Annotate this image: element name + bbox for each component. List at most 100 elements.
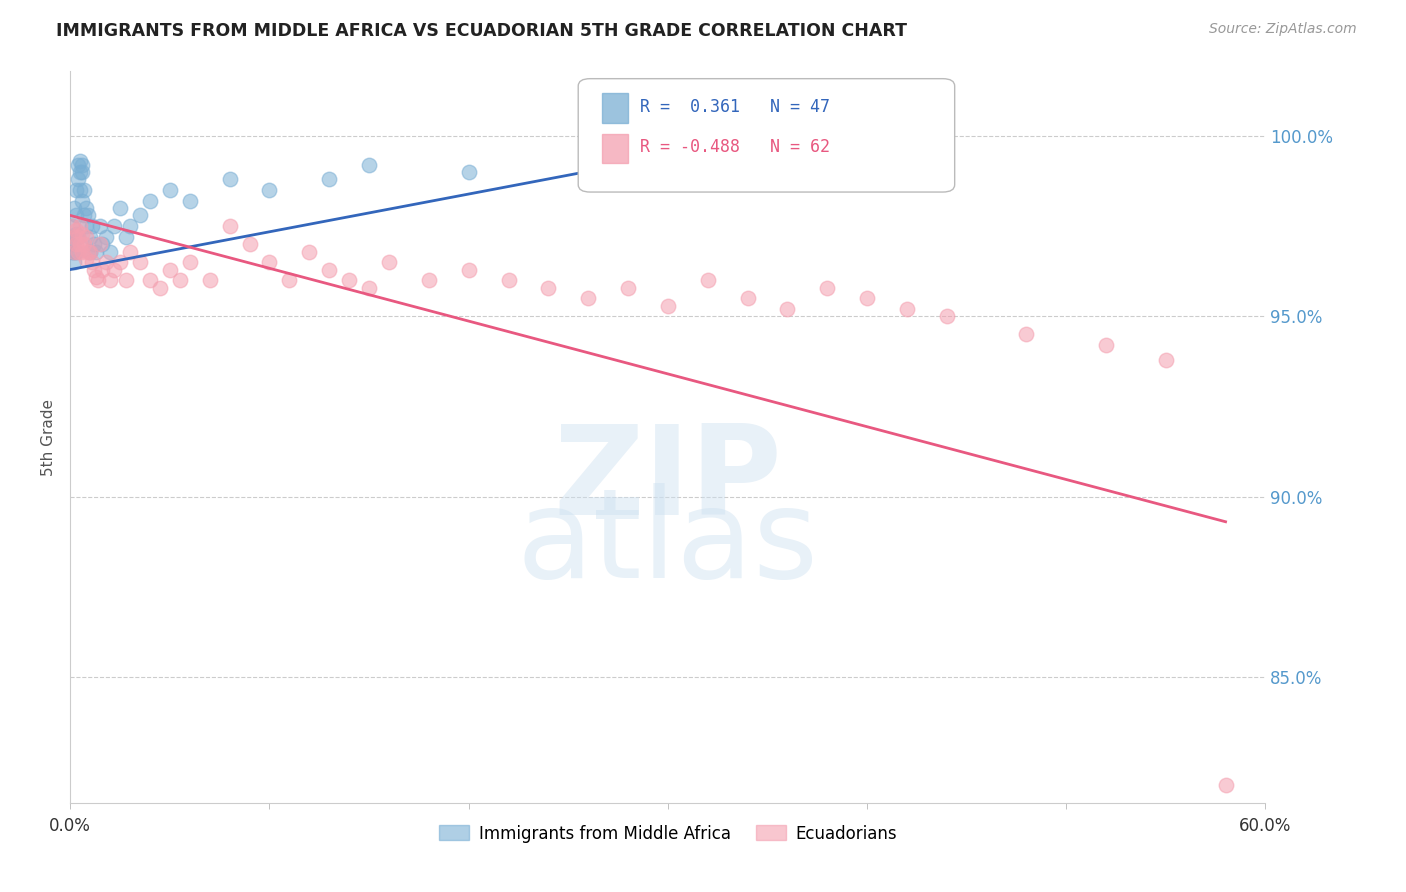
Point <box>1015 327 1038 342</box>
Point <box>337 273 360 287</box>
Point <box>63 201 86 215</box>
Point <box>103 219 125 234</box>
Point <box>218 219 240 234</box>
Point <box>67 158 90 172</box>
Point <box>84 269 107 284</box>
Point <box>70 244 93 259</box>
Point <box>98 273 121 287</box>
Point <box>87 273 110 287</box>
Point <box>696 273 718 287</box>
Point <box>69 219 91 234</box>
Point <box>359 158 381 172</box>
Point <box>108 255 131 269</box>
Point <box>63 244 86 259</box>
Point <box>83 237 105 252</box>
Point <box>65 244 87 259</box>
Point <box>108 201 131 215</box>
Point <box>359 280 381 294</box>
Point <box>65 223 87 237</box>
Point <box>84 244 107 259</box>
Point <box>120 219 141 234</box>
Point <box>60 219 83 234</box>
Point <box>129 255 152 269</box>
Point <box>259 255 281 269</box>
Point <box>79 244 101 259</box>
Point <box>115 273 138 287</box>
Point <box>139 194 162 208</box>
Point <box>169 273 191 287</box>
Point <box>617 280 640 294</box>
Point <box>318 262 340 277</box>
Point <box>278 273 301 287</box>
Point <box>498 273 520 287</box>
Point <box>198 273 221 287</box>
Point <box>179 194 201 208</box>
Point <box>537 280 560 294</box>
Point <box>159 183 181 197</box>
Point <box>418 273 440 287</box>
Point <box>60 219 83 234</box>
Point <box>67 244 90 259</box>
Point <box>69 183 91 197</box>
Point <box>96 230 117 244</box>
Point <box>378 255 401 269</box>
Point <box>737 291 759 305</box>
Point <box>63 230 86 244</box>
Point <box>65 227 87 241</box>
Point <box>239 237 262 252</box>
Point <box>79 244 101 259</box>
Point <box>67 230 90 244</box>
Text: Source: ZipAtlas.com: Source: ZipAtlas.com <box>1209 22 1357 37</box>
Point <box>98 244 121 259</box>
Text: R = -0.488   N = 62: R = -0.488 N = 62 <box>640 138 831 156</box>
Point <box>856 291 879 305</box>
FancyBboxPatch shape <box>602 94 628 122</box>
Point <box>129 209 152 223</box>
Point <box>77 244 100 259</box>
Point <box>259 183 281 197</box>
Point <box>1154 352 1177 367</box>
Point <box>75 252 97 266</box>
Text: atlas: atlas <box>517 483 818 604</box>
Point <box>82 219 104 234</box>
Point <box>70 227 93 241</box>
Point <box>457 165 479 179</box>
Point <box>96 255 117 269</box>
Point <box>70 158 93 172</box>
Point <box>576 291 599 305</box>
Point <box>69 237 91 252</box>
Point <box>935 310 957 324</box>
Point <box>91 237 114 252</box>
Point <box>89 237 111 252</box>
Text: R =  0.361   N = 47: R = 0.361 N = 47 <box>640 98 831 116</box>
Point <box>73 183 96 197</box>
Point <box>67 230 90 244</box>
Point <box>103 262 125 277</box>
Point <box>657 299 679 313</box>
Point <box>75 230 97 244</box>
Point <box>70 165 93 179</box>
Point <box>67 172 90 186</box>
Point <box>65 237 87 252</box>
Point <box>815 280 838 294</box>
Y-axis label: 5th Grade: 5th Grade <box>41 399 56 475</box>
Point <box>120 244 141 259</box>
Point <box>75 201 97 215</box>
Text: ZIP: ZIP <box>554 420 782 541</box>
Point <box>159 262 181 277</box>
Point <box>298 244 321 259</box>
Point <box>89 219 111 234</box>
Point <box>457 262 479 277</box>
Point <box>73 237 96 252</box>
Point <box>69 165 91 179</box>
Point <box>70 194 93 208</box>
Point <box>63 230 86 244</box>
Point <box>82 255 104 269</box>
Point <box>179 255 201 269</box>
Legend: Immigrants from Middle Africa, Ecuadorians: Immigrants from Middle Africa, Ecuadoria… <box>432 818 904 849</box>
Point <box>60 237 83 252</box>
Point <box>896 302 918 317</box>
Point <box>69 154 91 169</box>
Point <box>83 262 105 277</box>
FancyBboxPatch shape <box>578 78 955 192</box>
